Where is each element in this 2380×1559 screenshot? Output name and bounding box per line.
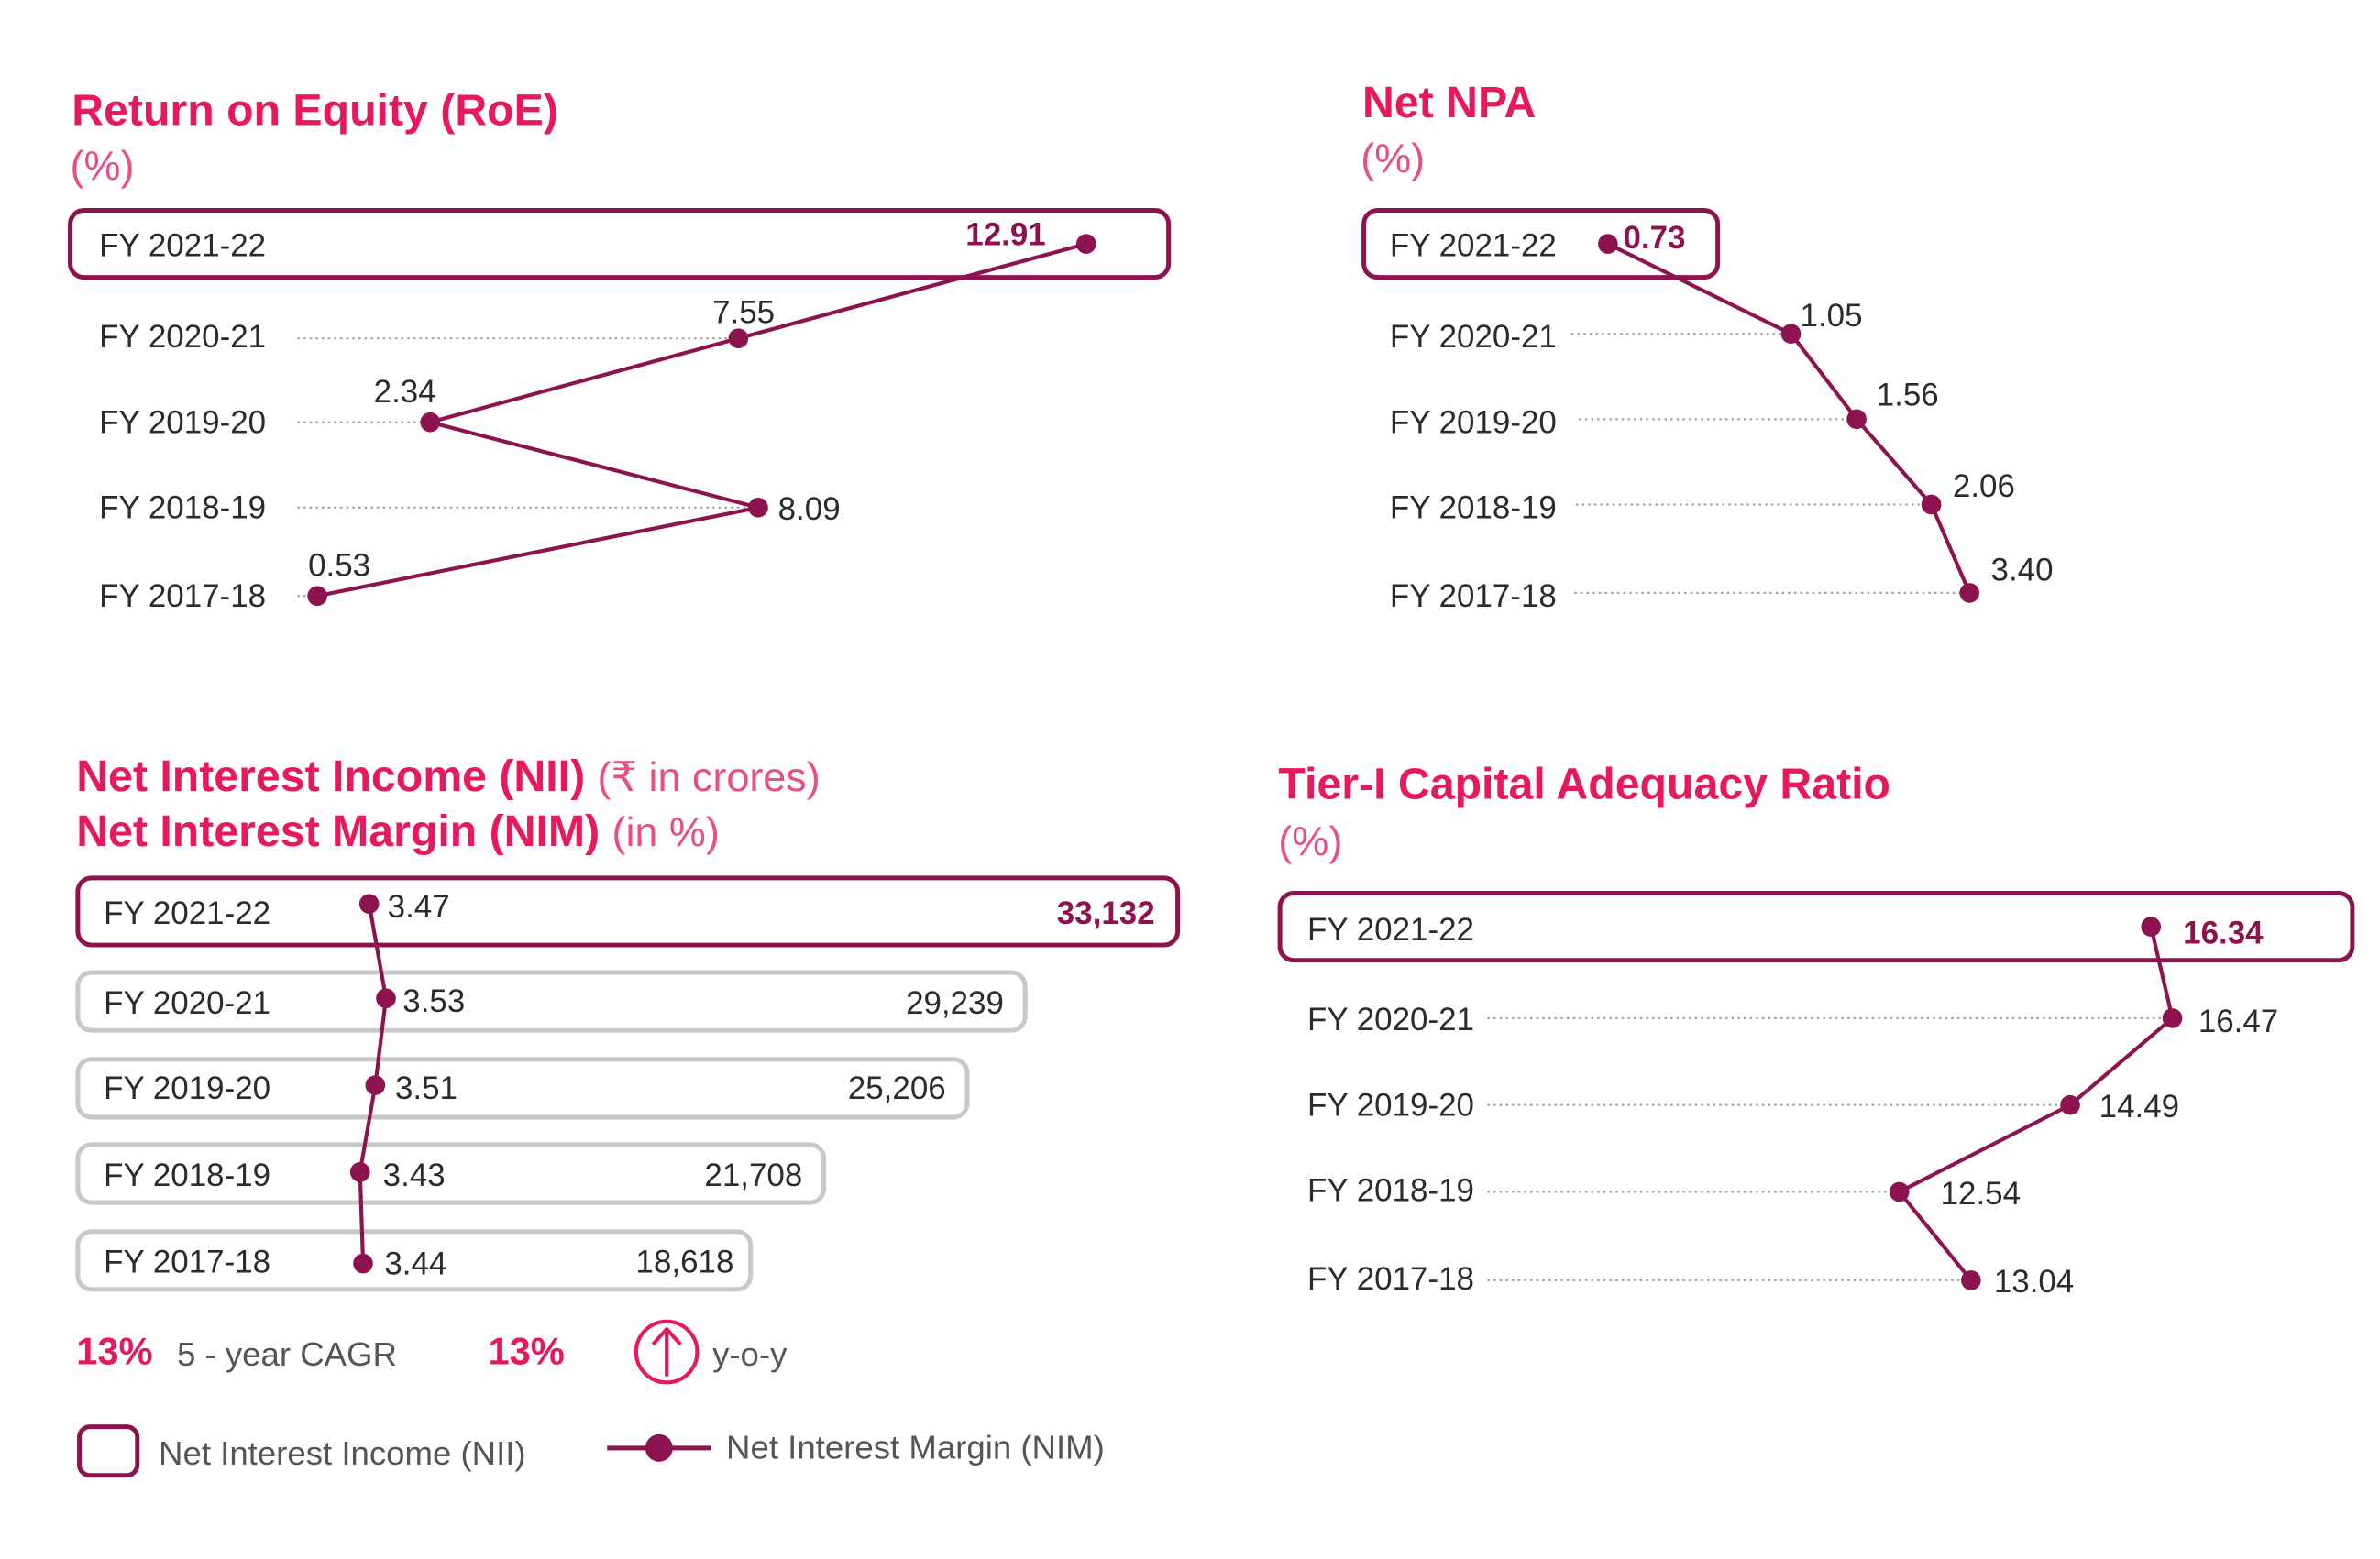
roe-data-label: 0.53 [308, 548, 370, 584]
tier1-category: FY 2018-19 [1307, 1172, 1474, 1208]
nii-bar [75, 970, 1028, 1033]
tier1-highlight-box [1277, 891, 2355, 963]
nii-data-label: 25,206 [848, 1070, 946, 1106]
tier1-title: Tier-I Capital Adequacy Ratio [1278, 759, 1890, 808]
tier1-chart: Tier-I Capital Adequacy Ratio (%) FY 202… [1277, 759, 2355, 1300]
tier1-data-label: 12.54 [1941, 1176, 2021, 1212]
nim-data-label: 3.47 [388, 889, 450, 925]
npa-data-label: 0.73 [1623, 220, 1685, 256]
npa-point [1846, 409, 1867, 430]
nim-data-label: 3.51 [395, 1070, 457, 1106]
legend-nii-swatch [77, 1424, 140, 1478]
npa-data-label: 2.06 [1953, 468, 2015, 504]
nim-point [358, 894, 380, 914]
yoy-value: 13% [488, 1329, 564, 1372]
roe-category: FY 2021-22 [99, 227, 266, 263]
nii-bar [75, 1142, 827, 1205]
npa-data-label: 3.40 [1991, 553, 2054, 588]
nii-bar [75, 875, 1181, 948]
tier1-category: FY 2021-22 [1307, 912, 1474, 948]
roe-point [728, 328, 749, 348]
npa-data-label: 1.56 [1877, 377, 1939, 412]
nim-data-label: 3.43 [383, 1158, 446, 1193]
npa-subtitle: (%) [1361, 135, 1425, 181]
tier1-point [1889, 1181, 1910, 1202]
nii-category: FY 2020-21 [104, 985, 270, 1021]
tier1-category: FY 2020-21 [1307, 1002, 1474, 1038]
tier1-subtitle: (%) [1278, 818, 1342, 864]
npa-point [1780, 324, 1802, 345]
npa-category: FY 2021-22 [1390, 227, 1557, 263]
npa-point [1598, 234, 1618, 254]
roe-data-label: 8.09 [778, 491, 841, 527]
nii-category: FY 2018-19 [104, 1158, 270, 1193]
nii-category: FY 2019-20 [104, 1070, 270, 1106]
nii-category: FY 2017-18 [104, 1245, 270, 1280]
npa-point [1959, 583, 1980, 603]
roe-point [420, 412, 441, 433]
npa-category: FY 2020-21 [1390, 319, 1557, 355]
yoy-label: y-o-y [712, 1335, 788, 1373]
roe-point [1075, 234, 1096, 254]
nii-nim-chart: Net Interest Income (NII) (₹ in crores) N… [75, 752, 1181, 1478]
nii-bar [75, 1229, 754, 1292]
nii-data-label: 21,708 [704, 1158, 802, 1193]
npa-category: FY 2018-19 [1390, 489, 1557, 525]
npa-chart: Net NPA (%) FY 2021-22 FY 2020-21 FY 201… [1361, 78, 2053, 614]
nii-data-label: 33,132 [1057, 895, 1155, 931]
tier1-point [1961, 1270, 1981, 1290]
nim-data-label: 3.44 [384, 1246, 446, 1281]
legend-nim-swatch-dot [645, 1433, 673, 1462]
nim-data-label: 3.53 [402, 983, 465, 1019]
npa-highlight-box [1361, 207, 1721, 280]
tier1-data-label: 13.04 [1994, 1264, 2074, 1300]
roe-subtitle: (%) [71, 142, 135, 189]
tier1-data-label: 14.49 [2099, 1089, 2179, 1125]
nii-category: FY 2021-22 [104, 895, 270, 931]
arrow-up-circle-icon [634, 1319, 700, 1385]
nim-point [353, 1253, 373, 1274]
npa-data-label: 1.05 [1801, 298, 1863, 334]
tier1-category: FY 2017-18 [1307, 1261, 1474, 1297]
roe-title: Return on Equity (RoE) [72, 85, 558, 135]
nim-point [349, 1162, 370, 1182]
nim-title: Net Interest Margin (NIM) (in %) [76, 807, 720, 856]
legend-nii-label: Net Interest Income (NII) [159, 1434, 526, 1472]
nii-data-label: 18,618 [636, 1245, 734, 1280]
tier1-data-label: 16.47 [2198, 1004, 2278, 1039]
tier1-point [2060, 1094, 2080, 1115]
roe-highlight-box [68, 207, 1172, 280]
npa-title: Net NPA [1362, 78, 1536, 127]
roe-category: FY 2018-19 [99, 489, 266, 525]
roe-category: FY 2017-18 [99, 578, 266, 614]
roe-point [307, 586, 327, 607]
nii-bar [75, 1057, 970, 1120]
roe-category: FY 2020-21 [99, 319, 266, 355]
tier1-point [2141, 917, 2162, 937]
tier1-category: FY 2019-20 [1307, 1087, 1474, 1123]
tier1-point [2162, 1008, 2183, 1028]
roe-data-label: 7.55 [712, 295, 775, 331]
roe-data-label: 2.34 [374, 374, 436, 410]
npa-category: FY 2017-18 [1390, 578, 1557, 614]
roe-category: FY 2019-20 [99, 404, 266, 440]
cagr-label: 5 - year CAGR [177, 1335, 397, 1373]
npa-category: FY 2019-20 [1390, 404, 1557, 440]
roe-chart: Return on Equity (RoE) (%) FY 2021-22 FY… [68, 85, 1172, 614]
roe-point [748, 497, 768, 518]
tier1-data-label: 16.34 [2183, 915, 2264, 950]
nii-data-label: 29,239 [906, 985, 1004, 1021]
npa-point [1921, 494, 1942, 515]
nim-point [365, 1075, 386, 1095]
roe-data-label: 12.91 [965, 217, 1045, 253]
cagr-value: 13% [76, 1329, 152, 1372]
nii-title: Net Interest Income (NII) (₹ in crores) [76, 752, 821, 801]
legend-nim-label: Net Interest Margin (NIM) [726, 1429, 1105, 1466]
nim-point [376, 988, 396, 1009]
